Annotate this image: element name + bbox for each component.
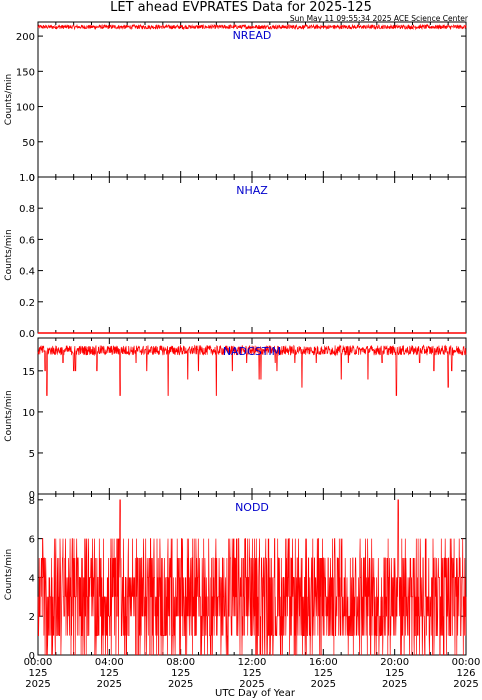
y-tick-label: 5 bbox=[29, 449, 35, 460]
series-line bbox=[37, 23, 467, 31]
series-line bbox=[37, 499, 467, 656]
x-tick-time: 16:00 bbox=[309, 657, 338, 668]
panel-frame bbox=[37, 337, 467, 495]
x-tick-year: 2025 bbox=[382, 679, 407, 690]
series-line bbox=[37, 344, 467, 396]
y-tick-label: 0.4 bbox=[19, 267, 35, 278]
x-tick-time: 20:00 bbox=[380, 657, 409, 668]
y-axis-label: Counts/min bbox=[4, 229, 14, 280]
x-tick-doy: 125 bbox=[28, 668, 47, 679]
series-label: NODD bbox=[235, 501, 269, 514]
x-tick-year: 2025 bbox=[97, 679, 122, 690]
x-tick-doy: 125 bbox=[100, 668, 119, 679]
y-tick-label: 4 bbox=[29, 573, 35, 584]
series-label: NADCSTIM bbox=[223, 345, 281, 358]
y-tick-label: 0 bbox=[29, 173, 35, 184]
x-tick-year: 2025 bbox=[311, 679, 336, 690]
x-tick-doy: 125 bbox=[242, 668, 261, 679]
x-tick-time: 04:00 bbox=[95, 657, 124, 668]
y-tick-label: 0.2 bbox=[19, 298, 35, 309]
y-tick-label: 0.0 bbox=[19, 329, 35, 340]
x-tick-time: 00:00 bbox=[452, 657, 481, 668]
series-label: NHAZ bbox=[236, 184, 268, 197]
x-tick-year: 2025 bbox=[25, 679, 50, 690]
generated-timestamp: Sun May 11 09:55:34 2025 ACE Science Cen… bbox=[290, 14, 469, 23]
panel-frame bbox=[37, 176, 467, 334]
x-tick-doy: 126 bbox=[456, 668, 475, 679]
x-tick-time: 12:00 bbox=[238, 657, 267, 668]
y-tick-label: 0 bbox=[29, 651, 35, 662]
figure-title: LET ahead EVPRATES Data for 2025-125 bbox=[110, 0, 372, 15]
y-tick-label: 50 bbox=[22, 138, 35, 149]
x-tick-time: 08:00 bbox=[166, 657, 195, 668]
y-axis-label: Counts/min bbox=[4, 74, 14, 125]
panel-nhaz: 0.0 0.2 0.4 0.6 0.8 1.0 Counts/min NHAZ bbox=[4, 173, 467, 340]
series-label: NREAD bbox=[233, 29, 272, 42]
panel-nodd: 0 2 4 6 8 Counts/min NODD bbox=[4, 493, 467, 662]
y-tick-label: 200 bbox=[16, 32, 35, 43]
y-tick-label: 8 bbox=[29, 496, 35, 507]
y-tick-label: 0.6 bbox=[19, 235, 35, 246]
y-axis-label: Counts/min bbox=[4, 549, 14, 600]
y-tick-label: 1.0 bbox=[19, 173, 35, 184]
y-tick-label: 6 bbox=[29, 535, 35, 546]
y-tick-label: 150 bbox=[16, 67, 35, 78]
y-tick-label: 100 bbox=[16, 103, 35, 114]
x-tick-year: 2025 bbox=[168, 679, 193, 690]
x-tick-doy: 125 bbox=[171, 668, 190, 679]
x-axis-label: UTC Day of Year bbox=[215, 688, 296, 699]
panel-frame bbox=[37, 21, 467, 178]
y-tick-label: 0.8 bbox=[19, 204, 35, 215]
panel-nadcstim: 0 5 10 15 Counts/min NADCSTIM bbox=[4, 337, 467, 501]
y-tick-label: 10 bbox=[22, 408, 35, 419]
x-tick-doy: 125 bbox=[314, 668, 333, 679]
x-tick-year: 2025 bbox=[239, 679, 264, 690]
y-tick-label: 15 bbox=[22, 367, 35, 378]
x-tick-doy: 125 bbox=[385, 668, 404, 679]
x-tick-time: 00:00 bbox=[24, 657, 53, 668]
x-tick-year: 2025 bbox=[453, 679, 478, 690]
y-tick-label: 2 bbox=[29, 612, 35, 623]
y-axis-label: Counts/min bbox=[4, 390, 14, 441]
panel-nread: 0 50 100 150 200 Counts/min NREAD bbox=[4, 21, 467, 184]
y-tick-label: 0 bbox=[29, 490, 35, 501]
